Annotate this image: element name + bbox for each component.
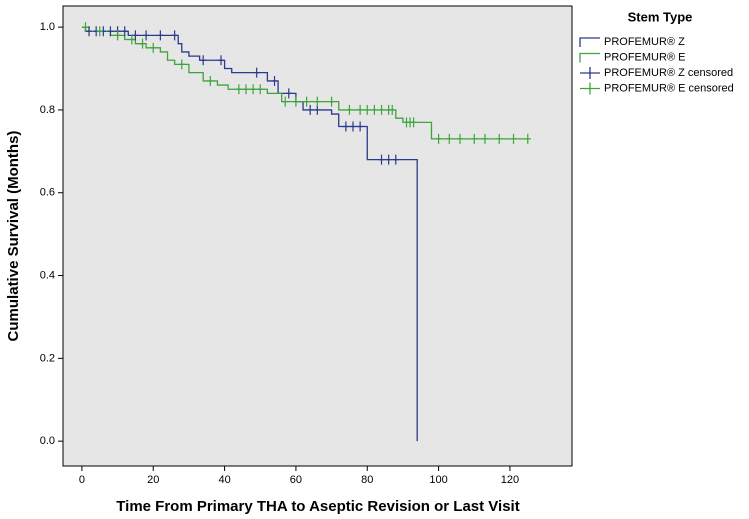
y-axis-label: Cumulative Survival (Months) xyxy=(5,131,22,342)
legend-swatch xyxy=(579,37,600,47)
censor-mark xyxy=(171,30,178,41)
censor-mark xyxy=(446,133,453,144)
censor-mark xyxy=(178,59,185,70)
legend-label: PROFEMUR® E xyxy=(604,51,685,63)
censor-mark xyxy=(410,117,417,128)
censor-mark xyxy=(143,30,150,41)
censor-mark xyxy=(496,133,503,144)
censor-mark xyxy=(392,154,399,165)
x-tick-label: 0 xyxy=(79,474,85,486)
censor-mark xyxy=(235,84,242,95)
x-tick-label: 40 xyxy=(218,474,230,486)
x-tick-label: 120 xyxy=(501,474,519,486)
y-tick-label: 0.6 xyxy=(40,187,55,199)
y-tick-label: 0.2 xyxy=(40,352,55,364)
censor-mark xyxy=(303,96,310,107)
censor-mark xyxy=(389,104,396,115)
censor-mark xyxy=(385,154,392,165)
censor-mark xyxy=(435,133,442,144)
censor-mark xyxy=(346,104,353,115)
plot-area xyxy=(62,5,573,467)
censor-mark xyxy=(157,30,164,41)
censor-mark xyxy=(357,104,364,115)
censor-mark xyxy=(257,84,264,95)
censor-mark xyxy=(364,104,371,115)
y-tick-label: 1.0 xyxy=(40,21,55,33)
censor-mark xyxy=(292,96,299,107)
censor-mark xyxy=(86,26,93,37)
survival-line xyxy=(81,26,418,442)
censor-mark xyxy=(456,133,463,144)
x-tick-label: 80 xyxy=(361,474,373,486)
legend-swatch xyxy=(579,52,600,63)
censor-mark xyxy=(314,96,321,107)
legend-label: PROFEMUR® E censored xyxy=(604,82,734,94)
censor-mark xyxy=(128,34,135,45)
censor-mark xyxy=(218,55,225,66)
x-tick-label: 20 xyxy=(147,474,159,486)
y-tick-label: 0.0 xyxy=(40,435,55,447)
censor-mark xyxy=(378,104,385,115)
censor-mark xyxy=(132,30,139,41)
censor-mark xyxy=(328,96,335,107)
censor-mark xyxy=(307,104,314,115)
legend-label: PROFEMUR® Z xyxy=(604,36,685,48)
censor-mark xyxy=(282,96,289,107)
censor-mark xyxy=(378,154,385,165)
censor-mark xyxy=(121,26,128,37)
y-tick-label: 0.4 xyxy=(40,269,55,281)
censor-mark xyxy=(271,75,278,86)
censor-mark xyxy=(285,88,292,99)
censor-mark xyxy=(96,26,103,37)
x-axis-label: Time From Primary THA to Aseptic Revisio… xyxy=(116,498,519,515)
censor-mark xyxy=(481,133,488,144)
x-tick-label: 60 xyxy=(290,474,302,486)
legend-label: PROFEMUR® Z censored xyxy=(604,67,733,79)
censor-mark xyxy=(471,133,478,144)
x-tick-label: 100 xyxy=(429,474,447,486)
censor-mark xyxy=(357,121,364,132)
censor-mark xyxy=(107,26,114,37)
censor-mark xyxy=(139,38,146,49)
legend-title: Stem Type xyxy=(628,9,693,24)
y-tick-label: 0.8 xyxy=(40,104,55,116)
censor-mark xyxy=(82,22,89,33)
censor-mark xyxy=(150,42,157,53)
censor-mark xyxy=(342,121,349,132)
censor-mark xyxy=(349,121,356,132)
legend-swatch xyxy=(580,82,600,95)
legend-swatch xyxy=(580,67,600,79)
censor-mark xyxy=(524,133,531,144)
censor-mark xyxy=(250,84,257,95)
censor-mark xyxy=(371,104,378,115)
censor-mark xyxy=(242,84,249,95)
censor-mark xyxy=(253,67,260,78)
censor-mark xyxy=(207,75,214,86)
censor-mark xyxy=(510,133,517,144)
censor-mark xyxy=(200,55,207,66)
censor-mark xyxy=(114,30,121,41)
